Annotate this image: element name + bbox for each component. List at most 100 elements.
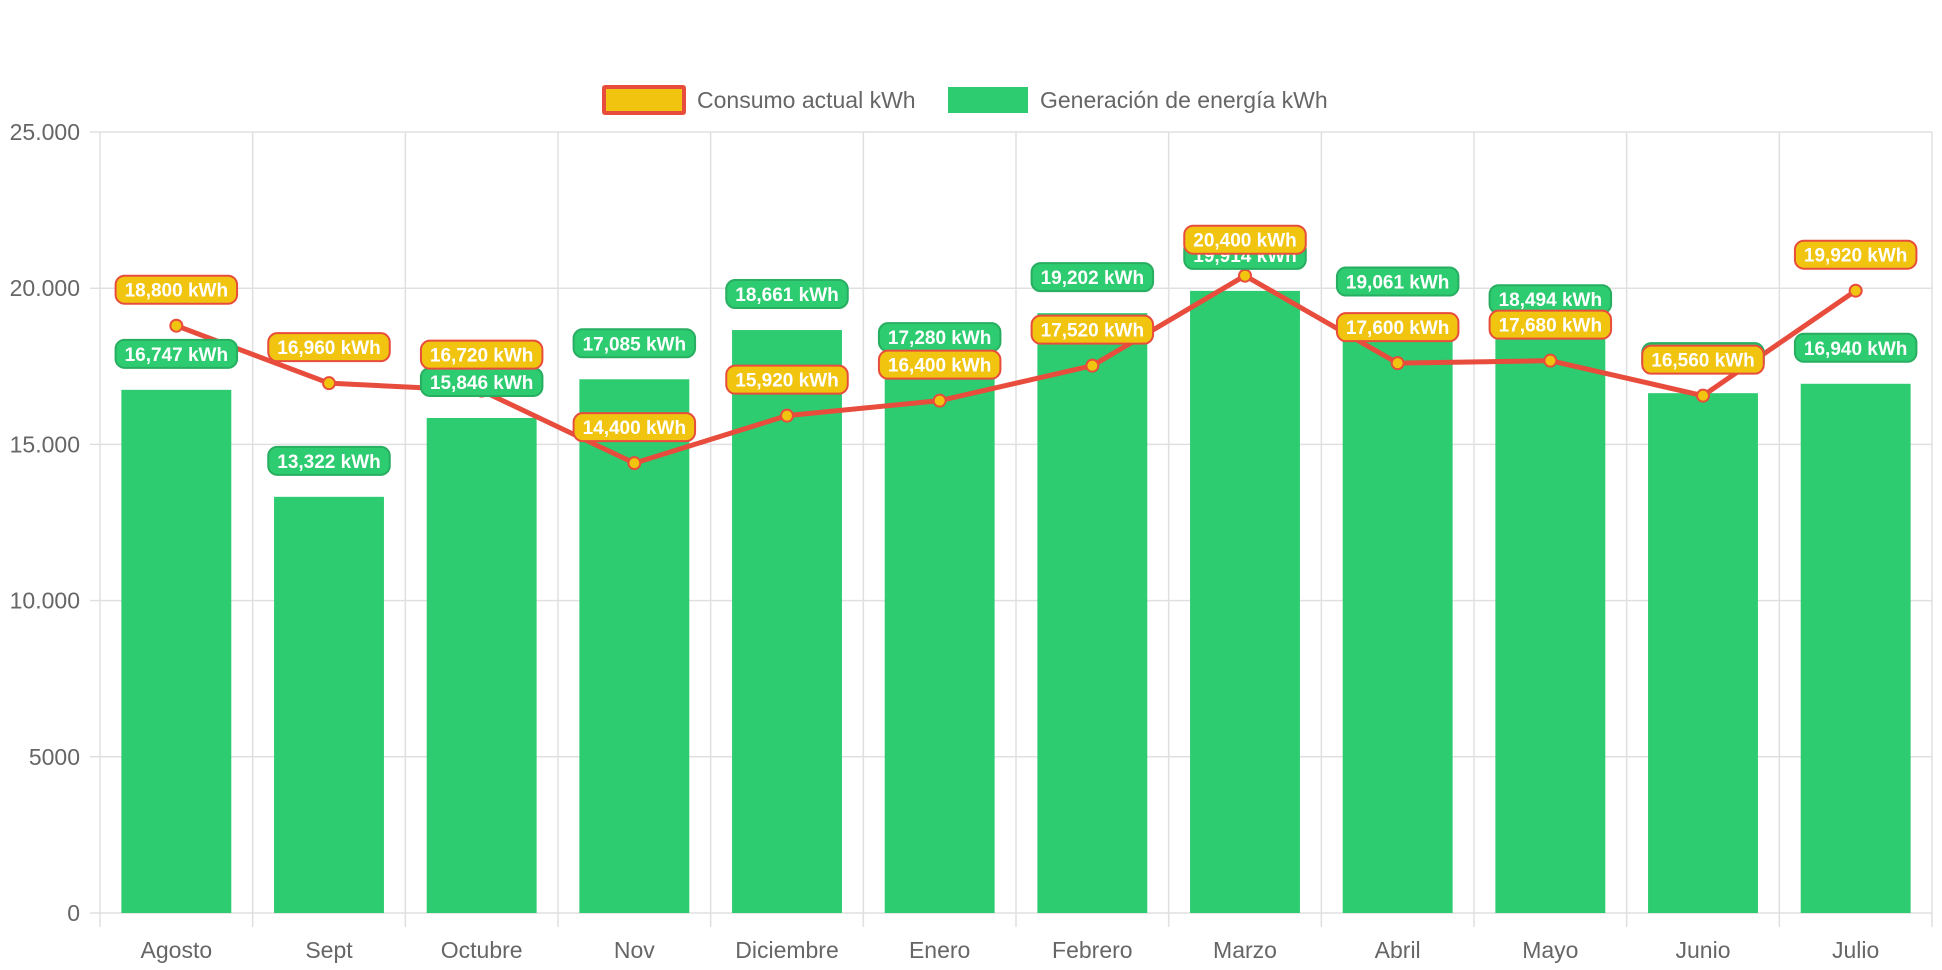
line-value-label-text: 16,720 kWh [430, 346, 534, 367]
bar-value-label-bg [1335, 266, 1460, 297]
point-consumo [780, 408, 794, 423]
bar-value-label-text: 13,322 kWh [277, 452, 381, 473]
y-tick-label: 25.000 [10, 119, 80, 145]
line-value-label-bg [114, 274, 239, 305]
bar-generacion [1800, 383, 1911, 913]
legend-generacion-swatch[interactable] [948, 87, 1028, 113]
bar-value-label-text: 16,747 kWh [125, 345, 229, 366]
line-value-label: 16,960 kWh [267, 332, 391, 363]
bar-value-label-text: 16,940 kWh [1804, 339, 1908, 360]
x-tick-label: Junio [1676, 937, 1731, 963]
line-value-label-text: 15,920 kWh [735, 371, 839, 392]
point-consumo [322, 376, 336, 391]
line-value-label-text: 19,920 kWh [1804, 246, 1908, 267]
line-value-label-bg [267, 332, 391, 363]
bar-value-label: 17,085 kWh [572, 328, 697, 359]
line-value-label: 16,400 kWh [877, 349, 1002, 380]
line-value-label-bg [572, 412, 697, 443]
x-tick-label: Julio [1832, 937, 1879, 963]
line-value-label-bg [1335, 312, 1460, 343]
line-value-label-bg [1641, 344, 1765, 375]
bar-value-label-bg [725, 279, 849, 310]
line-value-label: 17,600 kWh [1335, 312, 1460, 343]
y-tick-label: 5000 [29, 744, 80, 770]
line-value-label-text: 14,400 kWh [583, 418, 687, 439]
legend-generacion-label[interactable]: Generación de energía kWh [1040, 87, 1328, 113]
bar-generacion [1342, 317, 1453, 913]
bar-value-label-bg [572, 328, 697, 359]
y-tick-label: 0 [67, 900, 80, 926]
bar-value-label-text: 18,661 kWh [735, 285, 839, 306]
line-value-label: 20,400 kWh [1183, 224, 1307, 255]
line-value-label-text: 16,960 kWh [277, 338, 381, 359]
bar-generacion [1190, 290, 1300, 914]
x-tick-label: Octubre [441, 937, 523, 963]
y-tick-label: 10.000 [10, 588, 80, 614]
bar-value-label-text: 19,061 kWh [1346, 273, 1450, 294]
point-consumo [1238, 268, 1252, 283]
point-consumo [1543, 353, 1558, 368]
bar-value-label-bg [1793, 332, 1918, 363]
bar-value-label: 16,940 kWh [1793, 332, 1918, 363]
bar-generacion [884, 373, 995, 913]
bar-value-label-text: 19,202 kWh [1041, 268, 1145, 289]
line-value-label: 19,920 kWh [1793, 239, 1918, 270]
bar-value-label-bg [114, 338, 239, 369]
bar-value-label: 19,202 kWh [1030, 262, 1155, 293]
point-consumo [1696, 388, 1710, 403]
line-value-label-text: 20,400 kWh [1193, 231, 1297, 252]
grid [90, 131, 1933, 927]
x-tick-label: Enero [909, 937, 970, 963]
x-tick-label: Mayo [1522, 937, 1578, 963]
line-value-label: 16,560 kWh [1641, 344, 1765, 375]
bar-value-label: 13,322 kWh [267, 445, 391, 476]
x-tick-label: Abril [1375, 937, 1421, 963]
bar-value-label: 17,280 kWh [877, 322, 1002, 353]
bar-generacion [121, 389, 232, 913]
x-tick-label: Marzo [1213, 937, 1277, 963]
x-tick-label: Diciembre [735, 937, 839, 963]
line-value-label-text: 16,400 kWh [888, 356, 992, 377]
bar-generacion [1495, 335, 1606, 913]
line-value-label-bg [725, 364, 849, 395]
legend-consumo-label[interactable]: Consumo actual kWh [697, 87, 916, 113]
line-value-label-bg [419, 339, 544, 370]
line-value-label-bg [877, 349, 1002, 380]
line-value-label-text: 18,800 kWh [125, 281, 229, 302]
y-tick-label: 15.000 [10, 431, 80, 457]
line-value-label: 16,720 kWh [419, 339, 544, 370]
line-value-label: 17,520 kWh [1030, 314, 1155, 345]
line-value-label-text: 17,680 kWh [1499, 316, 1603, 337]
line-value-label: 14,400 kWh [572, 412, 697, 443]
point-consumo [932, 393, 947, 408]
bar-value-label-text: 15,846 kWh [430, 373, 534, 394]
axes: 0 5000 10.000 15.000 20.000 25.000 Agosto Sept O… [10, 119, 1880, 963]
point-consumo [1085, 358, 1100, 373]
bar-value-label-text: 17,280 kWh [888, 328, 992, 349]
legend: Consumo actual kWh Generación de energía… [602, 85, 1328, 115]
bars [121, 290, 1911, 914]
bar-value-label: 16,747 kWh [114, 338, 239, 369]
line-value-label: 17,680 kWh [1488, 309, 1613, 340]
x-tick-label: Sept [305, 937, 353, 963]
line-value-label-bg [1183, 224, 1307, 255]
bar-value-label: 18,661 kWh [725, 279, 849, 310]
x-tick-label: Febrero [1052, 937, 1133, 963]
point-consumo [1390, 356, 1405, 371]
bar-value-label: 18,494 kWh [1488, 284, 1613, 315]
bar-value-label-text: 18,494 kWh [1499, 290, 1603, 311]
legend-consumo-swatch[interactable] [602, 85, 686, 115]
line-value-label: 18,800 kWh [114, 274, 239, 305]
line-value-label: 15,920 kWh [725, 364, 849, 395]
point-consumo [169, 318, 184, 333]
point-consumo [1848, 283, 1863, 298]
bar-generacion [1648, 393, 1758, 914]
data-labels: 16,747 kWh 13,322 kWh 15,846 kWh 17,085 kWh… [114, 224, 1918, 476]
bar-value-label-bg [267, 445, 391, 476]
y-tick-label: 20.000 [10, 275, 80, 301]
line-value-label-text: 17,600 kWh [1346, 318, 1450, 339]
bar-value-label-text: 17,085 kWh [583, 334, 687, 355]
bar-generacion [1037, 313, 1148, 913]
